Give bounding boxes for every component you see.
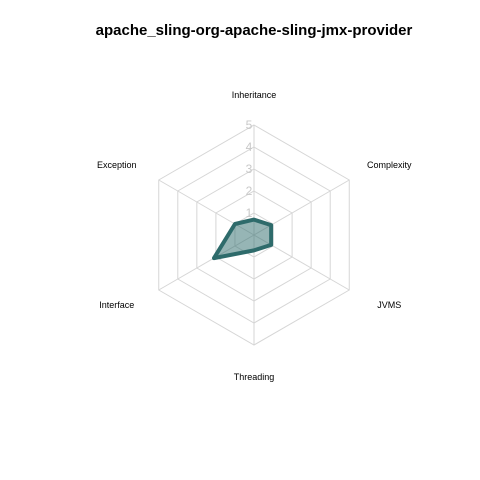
axis-label-exception: Exception	[97, 160, 137, 170]
series-point-inheritance	[252, 218, 256, 222]
tick-label-1: 1	[246, 206, 253, 220]
chart-title: apache_sling-org-apache-sling-jmx-provid…	[96, 22, 413, 39]
tick-label-2: 2	[246, 184, 253, 198]
tick-label-3: 3	[246, 162, 253, 176]
tick-label-4: 4	[246, 140, 253, 154]
tick-label-5: 5	[246, 118, 253, 132]
axis-label-inheritance: Inheritance	[232, 90, 277, 100]
series-point-jvms	[269, 243, 273, 247]
series-point-complexity	[269, 223, 273, 227]
axis-label-jvms: JVMS	[377, 300, 401, 310]
radar-tick-labels: 1 2 3 4 5	[246, 118, 253, 220]
radar-series-layer	[211, 217, 274, 261]
axis-label-complexity: Complexity	[367, 160, 412, 170]
series-point-threading	[252, 248, 256, 252]
radar-axis-labels: Inheritance Complexity JVMS Threading Interf…	[97, 90, 412, 382]
series-point-interface	[212, 256, 216, 260]
axis-label-threading: Threading	[234, 372, 275, 382]
axis-label-interface: Interface	[99, 300, 134, 310]
series-point-exception	[233, 222, 237, 226]
